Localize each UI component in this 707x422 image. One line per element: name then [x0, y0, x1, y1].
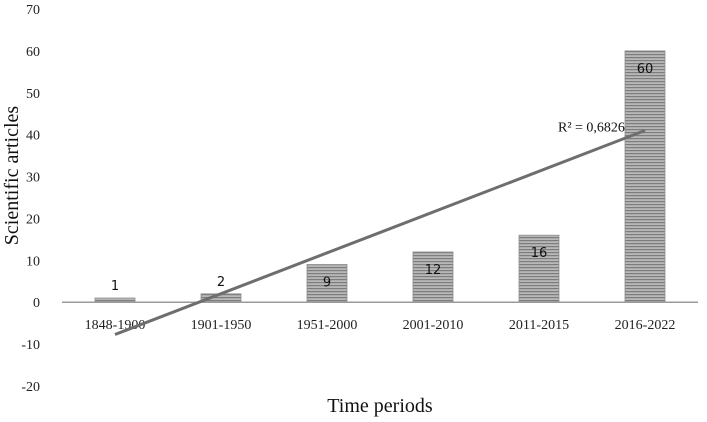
bar-data-label: 16	[531, 246, 548, 261]
bar	[412, 251, 454, 303]
y-tick-label: 60	[26, 45, 40, 60]
bar-data-label: 9	[323, 276, 331, 291]
x-tick-label: 1951-2000	[297, 318, 358, 333]
y-tick-label: 50	[26, 87, 40, 102]
y-axis-ticks: -20 -10 0 10 20 30 40 50 60 70	[21, 3, 40, 395]
x-tick-label: 1901-1950	[191, 318, 252, 333]
x-tick-label: 2001-2010	[403, 318, 464, 333]
bar-data-label: 1	[111, 279, 119, 294]
bar-data-label: 60	[637, 62, 654, 77]
y-axis-title: Scientific articles	[1, 106, 23, 246]
y-tick-label: -20	[21, 380, 40, 395]
y-tick-label: 40	[26, 129, 40, 144]
bar	[624, 50, 666, 303]
bar	[306, 264, 348, 303]
y-tick-label: 20	[26, 212, 40, 227]
y-tick-label: -10	[21, 338, 40, 353]
x-axis-title: Time periods	[327, 395, 433, 417]
x-tick-label: 2016-2022	[615, 318, 676, 333]
x-tick-label: 2011-2015	[509, 318, 569, 333]
y-tick-label: 0	[33, 296, 40, 311]
y-tick-label: 10	[26, 254, 40, 269]
bar-data-label: 12	[425, 263, 442, 278]
bar	[518, 234, 560, 303]
trendline	[114, 129, 646, 336]
x-axis-category-labels: 1848-1900 1901-1950 1951-2000 2001-2010 2011…	[85, 318, 676, 333]
y-tick-label: 30	[26, 171, 40, 186]
trendline-r2-label: R² = 0,6826	[558, 120, 625, 135]
bar-data-label: 2	[217, 275, 225, 290]
y-tick-label: 70	[26, 3, 40, 18]
bars-group	[94, 50, 666, 303]
